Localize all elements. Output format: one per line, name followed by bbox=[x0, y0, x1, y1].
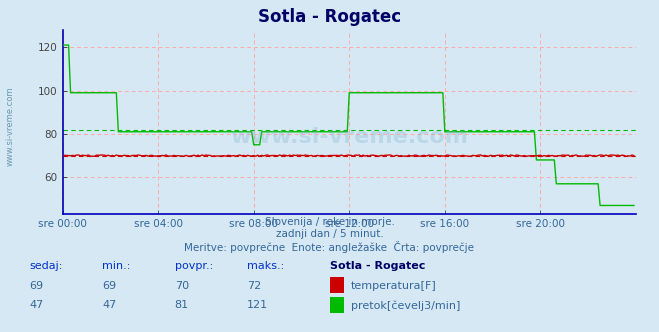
Text: min.:: min.: bbox=[102, 261, 130, 271]
Text: Slovenija / reke in morje.: Slovenija / reke in morje. bbox=[264, 217, 395, 227]
Text: 81: 81 bbox=[175, 300, 188, 310]
Text: Meritve: povprečne  Enote: angležaške  Črta: povprečje: Meritve: povprečne Enote: angležaške Črt… bbox=[185, 241, 474, 253]
Text: povpr.:: povpr.: bbox=[175, 261, 213, 271]
Text: 70: 70 bbox=[175, 281, 188, 290]
Text: www.si-vreme.com: www.si-vreme.com bbox=[230, 127, 469, 147]
Text: 47: 47 bbox=[102, 300, 117, 310]
Text: zadnji dan / 5 minut.: zadnji dan / 5 minut. bbox=[275, 229, 384, 239]
Text: 47: 47 bbox=[30, 300, 44, 310]
Text: Sotla - Rogatec: Sotla - Rogatec bbox=[258, 8, 401, 26]
Text: 121: 121 bbox=[247, 300, 268, 310]
Text: 69: 69 bbox=[30, 281, 43, 290]
Text: temperatura[F]: temperatura[F] bbox=[351, 281, 436, 290]
Text: maks.:: maks.: bbox=[247, 261, 285, 271]
Text: www.si-vreme.com: www.si-vreme.com bbox=[5, 86, 14, 166]
Text: Sotla - Rogatec: Sotla - Rogatec bbox=[330, 261, 425, 271]
Text: pretok[čevelj3/min]: pretok[čevelj3/min] bbox=[351, 300, 460, 311]
Text: 69: 69 bbox=[102, 281, 116, 290]
Text: sedaj:: sedaj: bbox=[30, 261, 63, 271]
Text: 72: 72 bbox=[247, 281, 262, 290]
